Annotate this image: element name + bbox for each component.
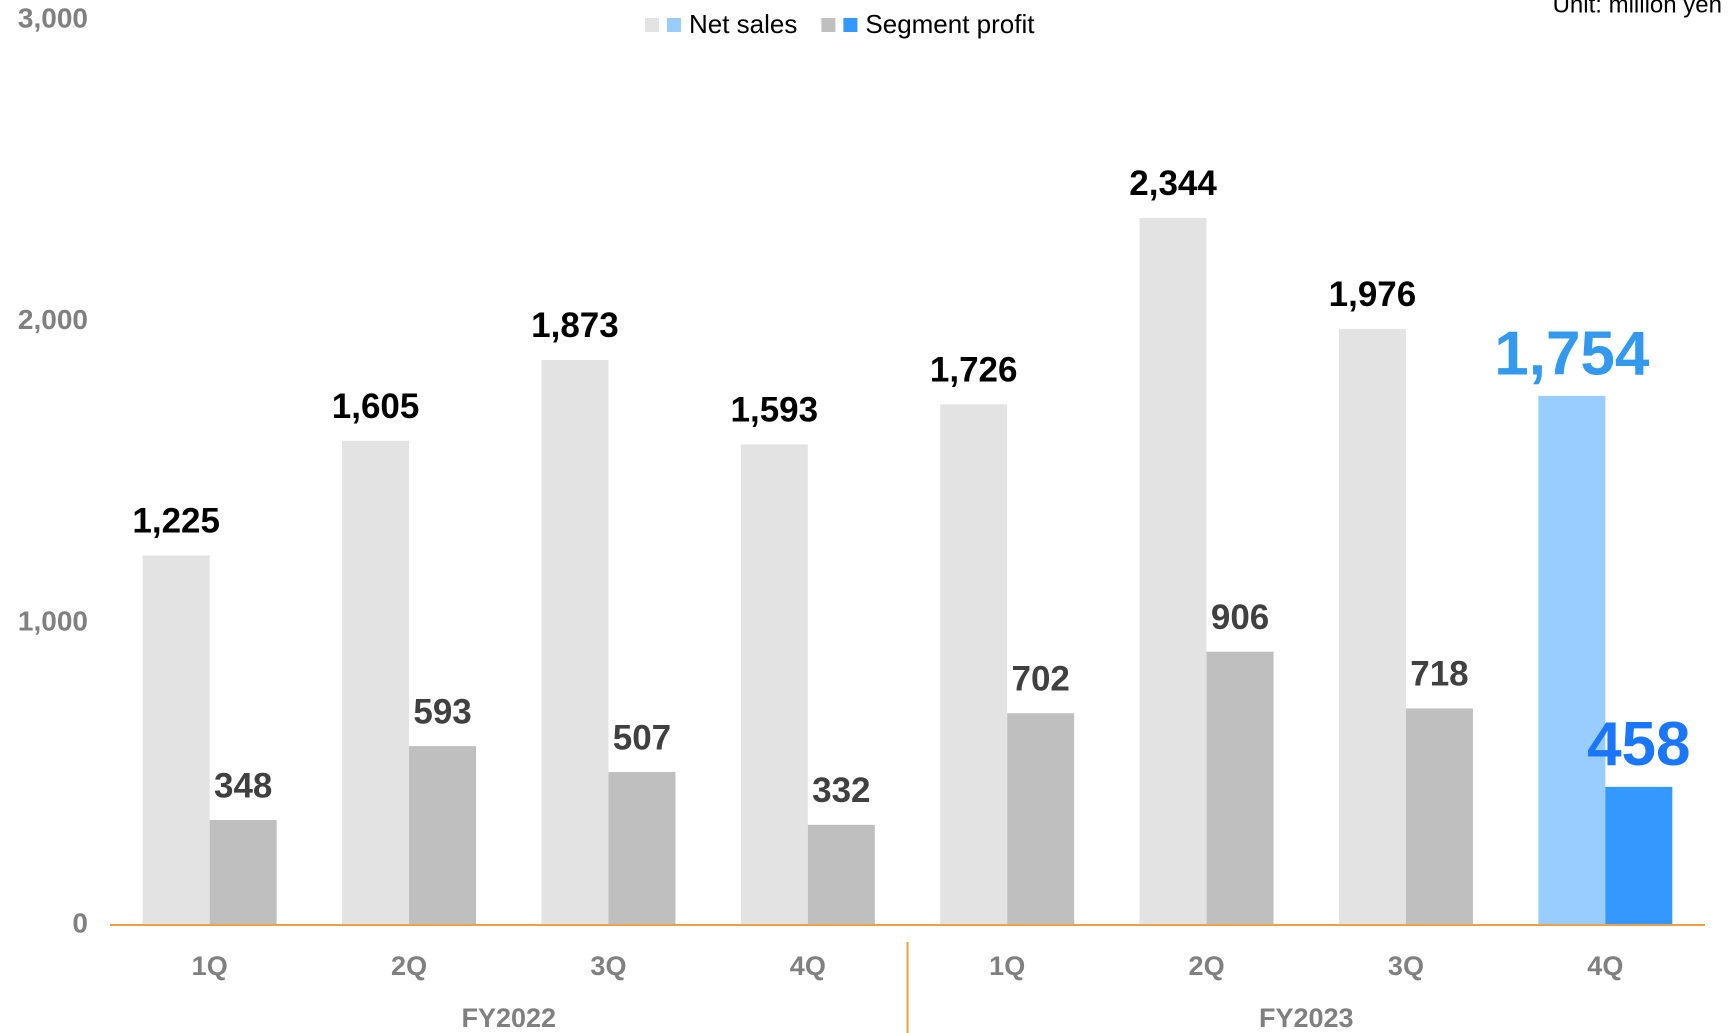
data-label: 702: [1011, 659, 1069, 698]
bar: [142, 555, 210, 925]
x-tick-label: 1Q: [192, 951, 228, 981]
bar: [342, 440, 410, 925]
x-tick-label: 4Q: [1587, 951, 1623, 981]
legend-swatch: [821, 18, 836, 32]
data-label: 507: [613, 718, 671, 757]
group-label: FY2023: [1259, 1003, 1354, 1033]
x-tick-label: 1Q: [989, 951, 1025, 981]
x-tick-label: 3Q: [1388, 951, 1424, 981]
legend-swatch: [645, 18, 659, 32]
bar: [740, 444, 808, 925]
bar: [1206, 651, 1274, 925]
data-label: 348: [214, 766, 272, 805]
x-tick-label: 3Q: [590, 951, 626, 981]
data-label: 1,976: [1329, 275, 1417, 314]
legend-swatch: [843, 18, 858, 32]
x-tick-label: 4Q: [790, 951, 826, 981]
bar: [1605, 786, 1673, 925]
data-label: 1,873: [531, 306, 619, 345]
data-label: 1,593: [731, 391, 819, 430]
bar: [807, 824, 875, 925]
data-label: 458: [1587, 710, 1690, 779]
bar: [1007, 713, 1075, 925]
legend-label: Segment profit: [865, 9, 1035, 39]
bar: [608, 772, 676, 925]
data-label: 1,754: [1494, 319, 1650, 388]
bar: [409, 746, 477, 925]
bar: [1338, 328, 1406, 925]
data-label: 593: [413, 692, 471, 731]
y-tick-label: 1,000: [18, 606, 88, 637]
bar: [541, 359, 609, 925]
data-label: 906: [1211, 598, 1269, 637]
data-label: 718: [1410, 655, 1468, 694]
x-tick-label: 2Q: [1189, 951, 1225, 981]
group-label: FY2022: [461, 1003, 556, 1033]
y-tick-label: 0: [72, 907, 88, 938]
bar: [1538, 395, 1606, 925]
bar: [209, 820, 277, 925]
data-label: 1,225: [132, 502, 220, 541]
unit-label: Unit: million yen: [1553, 0, 1722, 18]
data-label: 332: [812, 771, 870, 810]
bar: [1139, 217, 1207, 926]
legend-label: Net sales: [689, 9, 797, 39]
y-tick-label: 2,000: [18, 304, 88, 335]
legend-swatch: [667, 18, 681, 32]
bar: [1405, 708, 1473, 925]
data-label: 2,344: [1129, 164, 1217, 203]
x-tick-label: 2Q: [391, 951, 427, 981]
data-label: 1,726: [930, 351, 1018, 390]
y-tick-label: 3,000: [18, 2, 88, 33]
bar: [940, 404, 1008, 925]
data-label: 1,605: [332, 387, 420, 426]
